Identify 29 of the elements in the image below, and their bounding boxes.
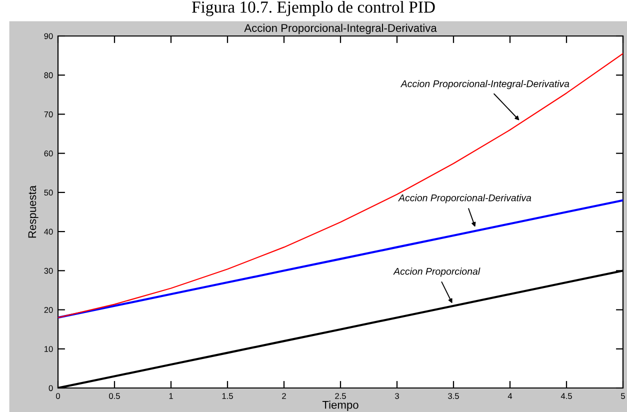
x-axis-title: Tiempo (322, 400, 358, 411)
y-tick-label: 90 (44, 33, 53, 40)
x-tick-label: 1.5 (222, 393, 233, 399)
y-tick-label: 70 (44, 111, 53, 118)
x-tick-label: 1 (169, 393, 173, 399)
x-tick-label: 0.5 (109, 393, 120, 399)
y-tick-label: 0 (48, 385, 53, 392)
annotation: Accion Proporcional (393, 268, 480, 277)
y-tick-label: 20 (44, 306, 53, 313)
chart-subtitle: Accion Proporcional-Integral-Derivativa (244, 24, 437, 34)
x-tick-label: 4 (508, 393, 512, 399)
x-tick-label: 2.5 (335, 393, 346, 399)
y-tick-label: 60 (44, 150, 53, 156)
y-axis-title: Respuesta (28, 185, 38, 238)
x-tick-label: 3.5 (448, 393, 459, 399)
x-tick-label: 2 (282, 393, 286, 399)
chart-title: Figura 10.7. Ejemplo de control PID (192, 1, 435, 16)
y-tick-label: 50 (44, 190, 53, 196)
y-tick-label: 80 (44, 72, 53, 78)
annotation: Accion Proporcional-Derivativa (398, 194, 532, 204)
annotation: Accion Proporcional-Integral-Derivativa (400, 80, 570, 90)
line-series (58, 53, 623, 318)
x-tick-label: 0 (56, 393, 60, 399)
y-tick-label: 30 (44, 268, 53, 274)
y-tick-label: 40 (44, 228, 53, 235)
y-tick-label: 10 (44, 346, 53, 352)
x-tick-label: 4.5 (560, 393, 572, 399)
x-tick-label: 3 (395, 393, 399, 399)
x-tick-label: 5 (621, 393, 625, 399)
